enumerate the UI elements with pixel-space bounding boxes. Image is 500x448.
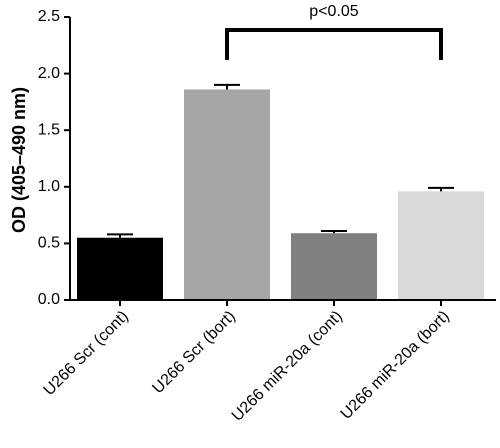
x-tick-label: U266 miR-20a (bort) <box>338 308 453 423</box>
bar <box>184 89 270 300</box>
y-tick-label: 0.0 <box>38 291 60 308</box>
x-tick-label: U266 Scr (cont) <box>41 308 132 399</box>
significance-bracket <box>225 28 443 60</box>
y-tick-label: 1.0 <box>38 178 60 195</box>
bar <box>291 233 377 300</box>
bar <box>77 237 163 300</box>
y-axis-label: OD (405–490 nm) <box>9 87 29 233</box>
y-tick-label: 2.0 <box>38 65 60 82</box>
bar <box>398 191 484 300</box>
x-tick-label: U266 Scr (bort) <box>149 308 238 397</box>
x-tick-label: U266 miR-20a (cont) <box>229 308 346 425</box>
annotation: p<0.05 <box>309 3 358 20</box>
y-tick-label: 0.5 <box>38 235 60 252</box>
y-tick-label: 2.5 <box>38 8 60 25</box>
y-tick-label: 1.5 <box>38 121 60 138</box>
